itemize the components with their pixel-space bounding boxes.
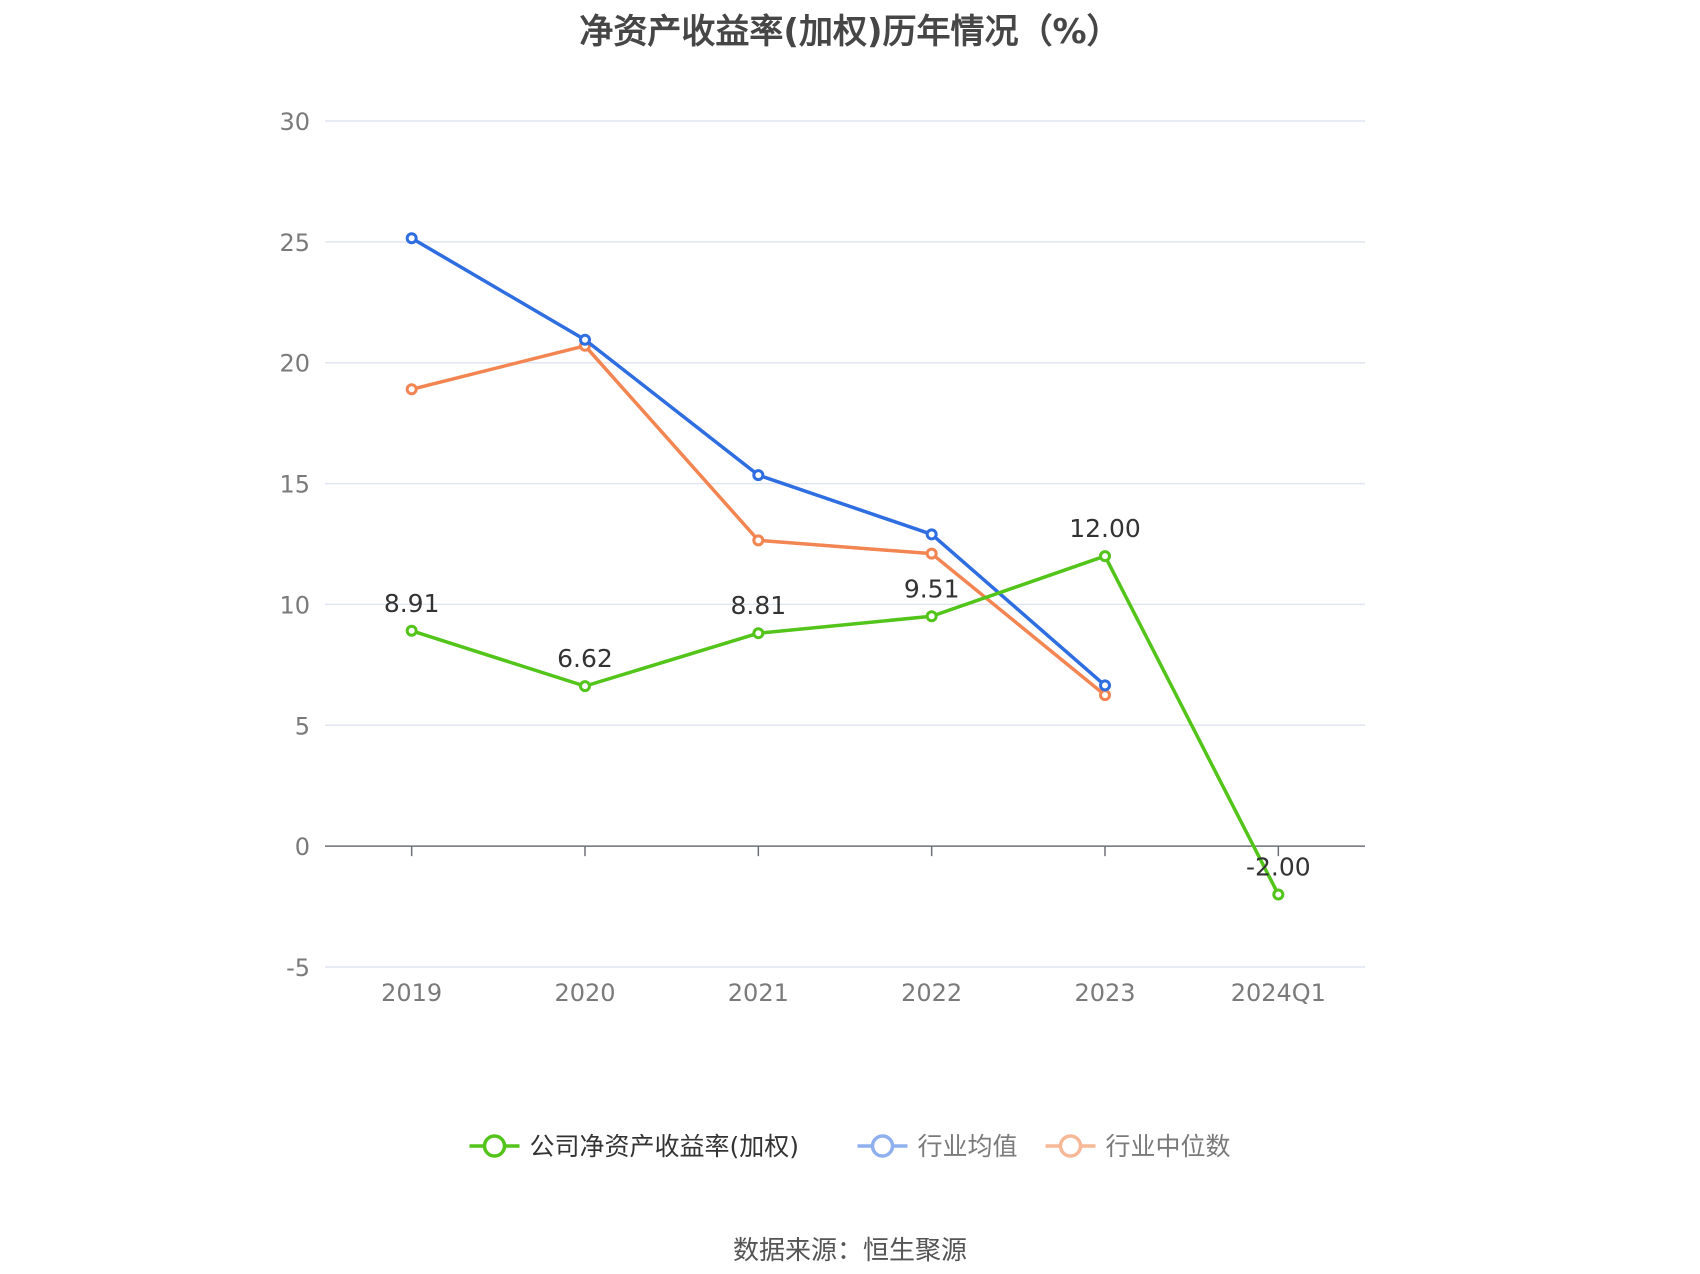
data-label: 8.91 [384,589,440,618]
series-lines [405,232,1285,901]
data-label: -2.00 [1246,852,1311,881]
data-label: 6.62 [557,644,613,673]
data-point[interactable] [925,610,938,623]
legend-item[interactable]: 行业均值 [857,1132,1018,1161]
grid-lines [325,120,1365,968]
y-tick-label: 20 [279,350,310,378]
data-point[interactable] [1099,689,1111,702]
data-point[interactable] [579,680,591,693]
y-tick-label: 0 [295,833,310,861]
data-labels: 8.91 6.62 8.81 9.51 12.00 -2.00 [384,514,1311,881]
data-point[interactable] [405,232,418,245]
data-point[interactable] [405,624,418,637]
data-point[interactable] [925,547,938,560]
data-point[interactable] [752,469,765,482]
x-tick-label: 2024Q1 [1231,979,1326,1007]
legend-item[interactable]: 公司净资产收益率(加权) [469,1132,800,1161]
legend-item[interactable]: 行业中位数 [1045,1132,1231,1161]
data-point[interactable] [752,534,765,547]
legend-circle-icon [482,1134,507,1158]
data-label: 12.00 [1069,514,1141,543]
y-tick-label: 15 [279,471,310,499]
x-tick-label: 2022 [901,979,962,1007]
y-tick-label: -5 [286,954,310,982]
data-label: 9.51 [904,574,960,603]
y-tick-label: 10 [279,591,310,619]
series-line[interactable] [409,344,1107,697]
data-point[interactable] [1099,679,1111,692]
axes: -5 0 5 10 15 20 25 30 2019 2020 2021 2022 2023 2024Q1 [279,108,1365,1007]
data-point[interactable] [925,528,938,541]
chart-title: 净资产收益率(加权)历年情况（%） [579,12,1121,52]
data-point[interactable] [752,627,765,640]
data-point[interactable] [1272,888,1285,901]
legend-label: 行业中位数 [1106,1132,1231,1161]
y-tick-label: 5 [295,712,310,740]
source-note: 数据来源：恒生聚源 [732,1236,967,1266]
x-tick-label: 2021 [728,979,789,1007]
data-point[interactable] [405,383,418,396]
x-tick-label: 2020 [554,979,615,1007]
legend-circle-icon [870,1134,895,1158]
data-point[interactable] [1099,550,1111,563]
legend-label: 公司净资产收益率(加权) [530,1132,800,1161]
y-tick-label: 30 [279,108,310,136]
data-point[interactable] [579,333,591,346]
y-tick-label: 25 [279,229,310,257]
x-tick-label: 2023 [1074,979,1135,1007]
x-tick-label: 2019 [381,979,442,1007]
legend-circle-icon [1058,1134,1083,1158]
data-label: 8.81 [730,591,786,620]
legend-label: 行业均值 [918,1132,1018,1161]
series-line[interactable] [409,554,1281,897]
legend[interactable]: 公司净资产收益率(加权) 行业均值 行业中位数 [469,1132,1231,1161]
